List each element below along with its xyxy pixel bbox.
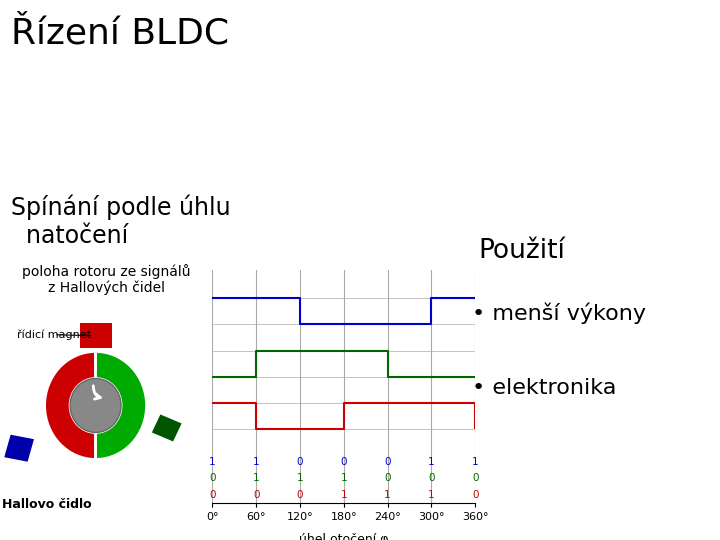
Text: 0: 0: [297, 457, 303, 467]
Text: 0: 0: [384, 473, 391, 483]
Text: 1: 1: [341, 473, 347, 483]
Text: řídicí magnet: řídicí magnet: [17, 329, 91, 340]
X-axis label: úhel otočení φ: úhel otočení φ: [299, 534, 389, 540]
Text: 1: 1: [472, 457, 479, 467]
Text: 0: 0: [472, 473, 479, 483]
Text: Použití: Použití: [479, 238, 566, 264]
Text: 1: 1: [428, 457, 435, 467]
Text: 0: 0: [297, 490, 303, 500]
Text: 0: 0: [209, 473, 216, 483]
Text: 1: 1: [209, 457, 216, 467]
Wedge shape: [96, 352, 147, 460]
Text: 1: 1: [253, 473, 259, 483]
Text: Řízení BLDC: Řízení BLDC: [11, 16, 229, 50]
Text: 1: 1: [341, 490, 347, 500]
Text: Hallovo čidlo: Hallovo čidlo: [2, 498, 91, 511]
Text: Spínání podle úhlu
  natočení: Spínání podle úhlu natočení: [11, 194, 230, 248]
Text: 0: 0: [209, 490, 216, 500]
Text: 0: 0: [253, 490, 259, 500]
Text: 0: 0: [384, 457, 391, 467]
Wedge shape: [45, 352, 96, 460]
Text: poloha rotoru ze signálů
z Hallových čidel: poloha rotoru ze signálů z Hallových čid…: [22, 264, 191, 295]
Text: 0: 0: [472, 490, 479, 500]
Text: • elektronika: • elektronika: [472, 378, 616, 398]
Text: 1: 1: [428, 490, 435, 500]
Text: 0: 0: [428, 473, 435, 483]
Text: 1: 1: [297, 473, 303, 483]
Circle shape: [70, 379, 121, 433]
Polygon shape: [4, 435, 34, 462]
Text: • menší výkony: • menší výkony: [472, 302, 646, 324]
Text: 1: 1: [253, 457, 259, 467]
Polygon shape: [152, 415, 181, 442]
FancyBboxPatch shape: [80, 323, 112, 348]
Text: 0: 0: [341, 457, 347, 467]
Text: 1: 1: [384, 490, 391, 500]
